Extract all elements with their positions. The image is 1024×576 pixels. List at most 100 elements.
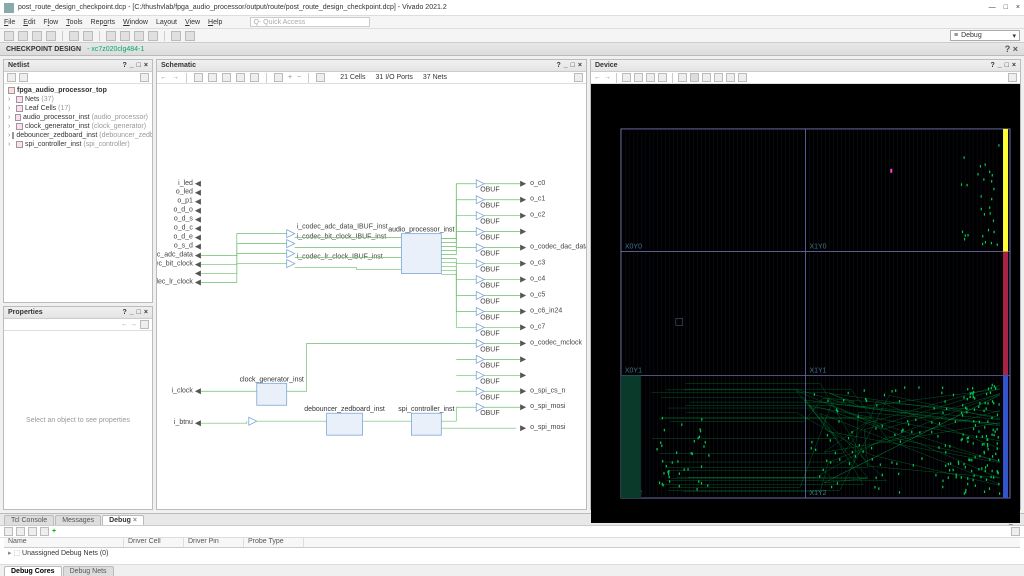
panel-btn[interactable]: □ (571, 62, 575, 69)
tool-icon[interactable] (236, 73, 245, 82)
bot-tb-btn[interactable]: + (52, 528, 56, 535)
gear-icon[interactable] (574, 73, 583, 82)
panel-btn[interactable]: ? (990, 62, 994, 69)
nav-fwd-icon[interactable]: → (172, 74, 179, 81)
svg-text:i_led: i_led (178, 180, 193, 187)
menu-flow[interactable]: Flow (43, 19, 58, 26)
panel-btn[interactable]: _ (130, 62, 134, 69)
panel-btn[interactable]: _ (564, 62, 568, 69)
menu-view[interactable]: View (185, 19, 200, 26)
tab-debug[interactable]: Debug × (102, 515, 144, 525)
min-button[interactable]: — (989, 4, 996, 11)
tool-btn[interactable] (171, 31, 181, 41)
tool-icon[interactable] (678, 73, 687, 82)
panel-btn[interactable]: × (144, 62, 148, 69)
tool-icon[interactable]: − (297, 74, 301, 81)
panel-btn[interactable]: ? (122, 62, 126, 69)
zoom-icon[interactable] (634, 73, 643, 82)
bot-tb-btn[interactable] (40, 527, 49, 536)
zoom-in-icon[interactable] (194, 73, 203, 82)
nav-fwd-icon[interactable]: → (604, 74, 611, 81)
svg-text:o_s_d: o_s_d (174, 243, 193, 250)
panel-btn[interactable]: □ (137, 62, 141, 69)
tool-icon[interactable] (738, 73, 747, 82)
panel-btn[interactable]: ? (122, 309, 126, 316)
nets-stat[interactable]: 37 Nets (423, 74, 447, 81)
cells-stat[interactable]: 21 Cells (340, 74, 365, 81)
gear-icon[interactable] (1011, 527, 1020, 536)
tab-tcl[interactable]: Tcl Console (4, 515, 54, 525)
menu-layout[interactable]: Layout (156, 19, 177, 26)
tool-icon[interactable]: + (288, 74, 292, 81)
bot-tb-btn[interactable] (4, 527, 13, 536)
tool-icon[interactable] (714, 73, 723, 82)
svg-text:X0Y1: X0Y1 (625, 367, 642, 374)
panel-btn[interactable]: □ (1005, 62, 1009, 69)
zoom-icon[interactable] (622, 73, 631, 82)
tool-btn[interactable] (106, 31, 116, 41)
layout-dropdown[interactable]: ≡ Debug▾ (950, 30, 1020, 41)
nav-back-icon[interactable]: ← (594, 74, 601, 81)
tool-btn[interactable] (18, 31, 28, 41)
schematic-canvas[interactable]: i_ledo_ledo_p1o_d_oo_d_so_d_co_d_eo_s_di… (157, 84, 586, 509)
gear-icon[interactable] (140, 320, 149, 329)
tool-icon[interactable] (726, 73, 735, 82)
subtab-nets[interactable]: Debug Nets (63, 566, 114, 576)
panel-btn[interactable]: _ (998, 62, 1002, 69)
menu-file[interactable]: File (4, 19, 15, 26)
netlist-tb-btn[interactable] (19, 73, 28, 82)
panel-btn[interactable]: × (144, 309, 148, 316)
svg-text:spi_controller_inst: spi_controller_inst (398, 406, 454, 413)
tool-btn[interactable] (32, 31, 42, 41)
panel-btn[interactable]: × (578, 62, 582, 69)
window-buttons[interactable]: — □ × (989, 4, 1020, 11)
tool-icon[interactable] (274, 73, 283, 82)
app-icon (4, 3, 14, 13)
close-button[interactable]: × (1016, 4, 1020, 11)
tool-icon[interactable] (702, 73, 711, 82)
zoom-fit-icon[interactable] (222, 73, 231, 82)
zoom-out-icon[interactable] (208, 73, 217, 82)
panel-btn[interactable]: _ (130, 309, 134, 316)
tool-btn[interactable] (83, 31, 93, 41)
panel-btn[interactable]: ? (556, 62, 560, 69)
refresh-icon[interactable] (316, 73, 325, 82)
tool-btn[interactable] (120, 31, 130, 41)
debug-row[interactable]: ▸ ⬚ Unassigned Debug Nets (0) (4, 548, 1020, 558)
svg-text:OBUF: OBUF (480, 346, 499, 353)
tool-btn[interactable] (69, 31, 79, 41)
properties-panel: Properties?_□× ← → Select an object to s… (3, 306, 153, 510)
device-title: Device (595, 62, 618, 69)
menu-reports[interactable]: Reports (91, 19, 116, 26)
zoom-fit-icon[interactable] (646, 73, 655, 82)
ports-stat[interactable]: 31 I/O Ports (375, 74, 412, 81)
tool-btn[interactable] (148, 31, 158, 41)
device-canvas[interactable]: X0Y0X1Y0X0Y1X1Y1X0Y2X1Y2 (591, 84, 1020, 509)
menu-window[interactable]: Window (123, 19, 148, 26)
netlist-tree[interactable]: fpga_audio_processor_top ›Nets (37)›Leaf… (4, 84, 152, 302)
tool-btn[interactable] (134, 31, 144, 41)
netlist-tb-btn[interactable] (7, 73, 16, 82)
tool-btn[interactable] (185, 31, 195, 41)
quick-access-search[interactable]: Q- Quick Access (250, 17, 370, 27)
tool-icon[interactable] (658, 73, 667, 82)
tab-messages[interactable]: Messages (55, 515, 101, 525)
menu-edit[interactable]: Edit (23, 19, 35, 26)
tool-icon[interactable] (250, 73, 259, 82)
svg-text:OBUF: OBUF (480, 187, 499, 194)
max-button[interactable]: □ (1004, 4, 1008, 11)
bot-tb-btn[interactable] (28, 527, 37, 536)
gear-icon[interactable] (1008, 73, 1017, 82)
tool-btn[interactable] (46, 31, 56, 41)
tool-btn[interactable] (4, 31, 14, 41)
panel-btn[interactable]: □ (137, 309, 141, 316)
band-buttons[interactable]: ? × (1005, 44, 1018, 54)
panel-btn[interactable]: × (1012, 62, 1016, 69)
menu-tools[interactable]: Tools (66, 19, 82, 26)
menu-help[interactable]: Help (208, 19, 222, 26)
gear-icon[interactable] (140, 73, 149, 82)
subtab-cores[interactable]: Debug Cores (4, 566, 62, 576)
tool-icon-active[interactable] (690, 73, 699, 82)
nav-back-icon[interactable]: ← (160, 74, 167, 81)
bot-tb-btn[interactable] (16, 527, 25, 536)
